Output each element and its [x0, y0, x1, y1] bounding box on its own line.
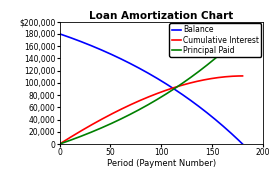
Balance — [241, 143, 244, 145]
Principal Paid — [145, 104, 149, 106]
X-axis label: Period (Payment Number): Period (Payment Number) — [107, 159, 216, 168]
Cumulative Interest — [209, 78, 213, 80]
Cumulative Interest — [58, 143, 61, 145]
Cumulative Interest — [85, 126, 89, 129]
Principal Paid — [209, 61, 213, 63]
Title: Loan Amortization Chart: Loan Amortization Chart — [89, 11, 233, 21]
Balance — [85, 43, 89, 45]
Principal Paid — [58, 143, 61, 145]
Balance — [145, 71, 149, 74]
Line: Cumulative Interest: Cumulative Interest — [60, 76, 243, 144]
Principal Paid — [146, 104, 150, 106]
Balance — [209, 115, 213, 117]
Cumulative Interest — [73, 134, 76, 136]
Balance — [73, 38, 76, 40]
Line: Balance: Balance — [60, 34, 243, 144]
Principal Paid — [240, 34, 243, 36]
Balance — [146, 72, 150, 74]
Balance — [58, 33, 61, 35]
Cumulative Interest — [241, 75, 244, 77]
Cumulative Interest — [240, 75, 243, 77]
Cumulative Interest — [146, 96, 150, 98]
Legend: Balance, Cumulative Interest, Principal Paid: Balance, Cumulative Interest, Principal … — [169, 23, 261, 57]
Line: Principal Paid: Principal Paid — [60, 34, 243, 144]
Cumulative Interest — [145, 96, 149, 99]
Balance — [240, 142, 243, 144]
Principal Paid — [85, 133, 89, 135]
Principal Paid — [73, 138, 76, 140]
Principal Paid — [241, 33, 244, 35]
